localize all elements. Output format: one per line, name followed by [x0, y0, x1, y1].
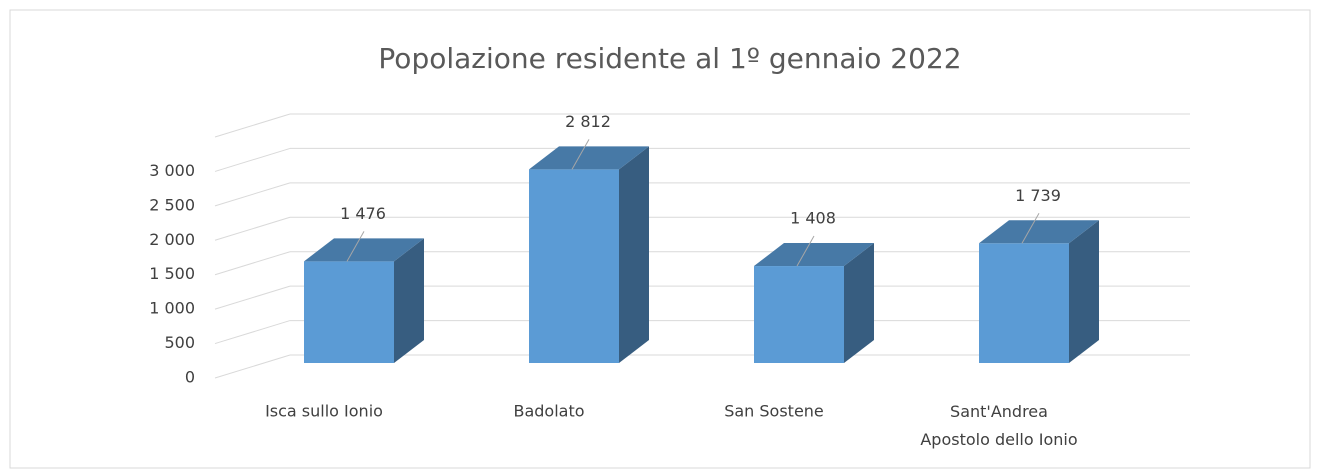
y-tick-label: 0 — [185, 368, 195, 387]
data-label: 1 739 — [1015, 186, 1061, 205]
chart-frame — [9, 9, 1311, 469]
grid-line — [214, 320, 291, 345]
leader-line — [571, 139, 590, 170]
y-tick-label: 3 000 — [149, 161, 195, 180]
y-tick-label: 500 — [164, 333, 195, 352]
data-label: 1 408 — [790, 209, 836, 228]
y-tick-label: 2 000 — [149, 230, 195, 249]
grid-line — [214, 113, 291, 138]
x-tick-label: Badolato — [513, 402, 584, 421]
bar-front — [979, 243, 1069, 363]
bar-top — [304, 238, 424, 262]
bar-side — [619, 146, 649, 363]
leader-line — [1021, 213, 1040, 244]
y-tick-label: 1 000 — [149, 299, 195, 318]
bar — [529, 146, 649, 363]
y-tick-label: 2 500 — [149, 195, 195, 214]
x-tick-label: Isca sullo Ionio — [265, 402, 383, 421]
bar — [754, 243, 874, 363]
x-tick-label: Sant'Andrea Apostolo dello Ionio — [920, 402, 1077, 449]
grid-line — [214, 147, 291, 172]
bar-side — [844, 243, 874, 363]
bar-front — [529, 169, 619, 363]
grid-line — [214, 251, 291, 276]
data-label: 1 476 — [340, 204, 386, 223]
chart-title: Popolazione residente al 1º gennaio 2022 — [378, 42, 961, 75]
x-tick-label-line: Apostolo dello Ionio — [920, 430, 1077, 449]
grid-line — [214, 182, 291, 207]
bar-top — [979, 220, 1099, 244]
leader-line — [346, 231, 365, 262]
bar-top — [529, 146, 649, 170]
bar-side — [1069, 220, 1099, 363]
grid-line — [214, 354, 291, 379]
bar-front — [304, 261, 394, 363]
bar — [304, 238, 424, 363]
bar-top — [754, 243, 874, 267]
bar-front — [754, 266, 844, 363]
grid-line — [214, 216, 291, 241]
bar — [979, 220, 1099, 363]
grid-line — [214, 285, 291, 310]
bar-side — [394, 238, 424, 363]
leader-line — [796, 235, 815, 267]
x-tick-label-line: Sant'Andrea — [950, 402, 1048, 421]
y-tick-label: 1 500 — [149, 264, 195, 283]
x-tick-label: San Sostene — [724, 402, 824, 421]
data-label: 2 812 — [565, 112, 611, 131]
